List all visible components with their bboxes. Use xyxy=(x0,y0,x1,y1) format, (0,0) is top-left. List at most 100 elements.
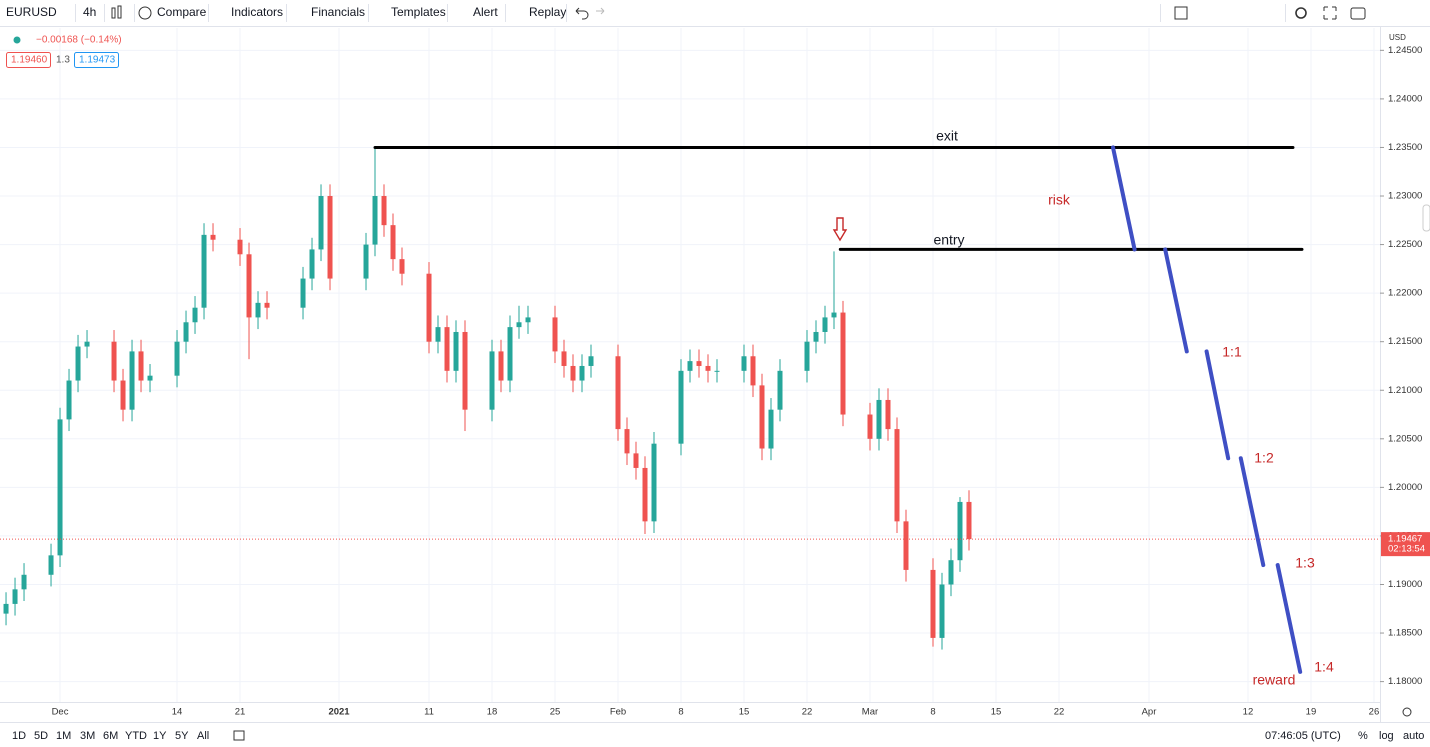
x-tick-label: 15 xyxy=(739,707,750,718)
candle-body xyxy=(57,419,63,556)
candle-body xyxy=(498,351,504,381)
scale-option[interactable]: % xyxy=(1358,730,1368,742)
annotation: 1:3 xyxy=(1295,555,1315,571)
x-tick-label: Mar xyxy=(862,707,878,718)
side-handle[interactable] xyxy=(1422,204,1430,232)
settings-icon[interactable] xyxy=(1295,7,1307,19)
x-tick-label: 22 xyxy=(802,707,813,718)
candle-body xyxy=(957,501,963,561)
candle-body xyxy=(129,351,135,410)
toolbar-button[interactable]: Indicators xyxy=(231,5,283,19)
scale-option[interactable]: log xyxy=(1379,730,1394,742)
candle-body xyxy=(309,249,315,279)
x-tick-label: 14 xyxy=(172,707,183,718)
annotation: entry xyxy=(933,232,964,248)
candle-body xyxy=(183,322,189,342)
x-tick-label: 11 xyxy=(424,707,434,718)
bid-box[interactable] xyxy=(6,52,51,68)
x-tick-label: 12 xyxy=(1243,707,1254,718)
x-tick-label: 21 xyxy=(235,707,246,718)
candle-body xyxy=(75,346,81,381)
range-button[interactable]: 1D xyxy=(12,730,26,742)
range-button[interactable]: YTD xyxy=(125,730,147,742)
candle-body xyxy=(138,351,144,381)
ask-box[interactable] xyxy=(74,52,119,68)
range-button[interactable]: All xyxy=(197,730,209,742)
range-button[interactable]: 6M xyxy=(103,730,118,742)
range-button[interactable]: 5Y xyxy=(175,730,189,742)
clock: 07:46:05 (UTC) xyxy=(1265,730,1341,742)
fullscreen-icon[interactable] xyxy=(1323,6,1337,20)
candle-body xyxy=(264,302,270,308)
last-price-box xyxy=(1381,532,1430,557)
price-unit: USD xyxy=(1389,33,1406,42)
y-tick-label: 1.22500 xyxy=(1388,239,1422,250)
y-tick-label: 1.20000 xyxy=(1388,482,1422,493)
candle-body xyxy=(867,414,873,439)
spread: 1.3 xyxy=(56,55,70,66)
undo-redo[interactable] xyxy=(575,7,605,20)
x-tick-label: Apr xyxy=(1142,707,1157,718)
toolbar-button[interactable]: Compare xyxy=(157,5,207,19)
annotation: 1:1 xyxy=(1222,344,1242,360)
y-tick-label: 1.18500 xyxy=(1388,628,1422,639)
candle-body xyxy=(759,385,765,449)
candle-body xyxy=(552,317,558,352)
range-button[interactable]: 3M xyxy=(80,730,95,742)
annotation: 1:2 xyxy=(1254,450,1274,466)
legend: −0.00168 (−0.14%) 1.19460 1.3 1.19473 xyxy=(6,35,122,68)
x-tick-label: 25 xyxy=(550,707,561,718)
x-tick-label: 22 xyxy=(1054,707,1065,718)
plot-area: 1.180001.185001.190001.195001.200001.205… xyxy=(0,27,1430,722)
drawing-line xyxy=(1238,456,1266,568)
annotation: 1:4 xyxy=(1314,659,1334,675)
candle-body xyxy=(120,380,126,410)
interval[interactable]: 4h xyxy=(83,5,96,19)
candle-body xyxy=(426,273,432,342)
drawing-line xyxy=(1204,349,1231,461)
x-tick-label: Feb xyxy=(610,707,626,718)
candle-body xyxy=(507,327,513,381)
candle-body xyxy=(372,196,378,245)
toolbar-button[interactable]: Templates xyxy=(391,5,446,19)
candle-body xyxy=(237,239,243,255)
toolbar-button[interactable]: Replay xyxy=(529,5,566,19)
candle-body xyxy=(381,196,387,226)
candle-body xyxy=(66,380,72,420)
candle-body xyxy=(831,312,837,318)
candle-body xyxy=(750,356,756,386)
candle-body xyxy=(300,278,306,308)
candle-body xyxy=(930,569,936,638)
toolbar-button[interactable]: Alert xyxy=(473,5,498,19)
candle-body xyxy=(48,555,54,575)
candle-body xyxy=(570,365,576,381)
candle-body xyxy=(579,365,585,381)
y-tick-label: 1.22000 xyxy=(1388,288,1422,299)
candle-body xyxy=(642,467,648,522)
candle-body xyxy=(12,589,18,604)
candle-body xyxy=(804,341,810,371)
candle-body xyxy=(687,361,693,371)
snapshot-icon[interactable] xyxy=(1350,7,1366,20)
axis-settings[interactable] xyxy=(1402,707,1412,717)
toolbar-button[interactable]: Financials xyxy=(311,5,365,19)
date-range-icon[interactable] xyxy=(233,730,245,741)
candle-body xyxy=(210,234,216,240)
candle-body xyxy=(318,196,324,250)
range-button[interactable]: 1M xyxy=(56,730,71,742)
ask: 1.19473 xyxy=(79,55,116,66)
y-tick-label: 1.23500 xyxy=(1388,142,1422,153)
range-button[interactable]: 1Y xyxy=(153,730,167,742)
chart-style-icon[interactable] xyxy=(111,5,122,19)
symbol[interactable]: EURUSD xyxy=(6,5,57,19)
candle-body xyxy=(363,244,369,279)
x-tick-label: 8 xyxy=(930,707,935,718)
compare-icon[interactable] xyxy=(138,6,152,20)
scale-option[interactable]: auto xyxy=(1403,730,1424,742)
range-button[interactable]: 5D xyxy=(34,730,48,742)
annotation: reward xyxy=(1253,672,1296,688)
layout-icon[interactable] xyxy=(1174,6,1188,20)
candle-body xyxy=(453,331,459,371)
